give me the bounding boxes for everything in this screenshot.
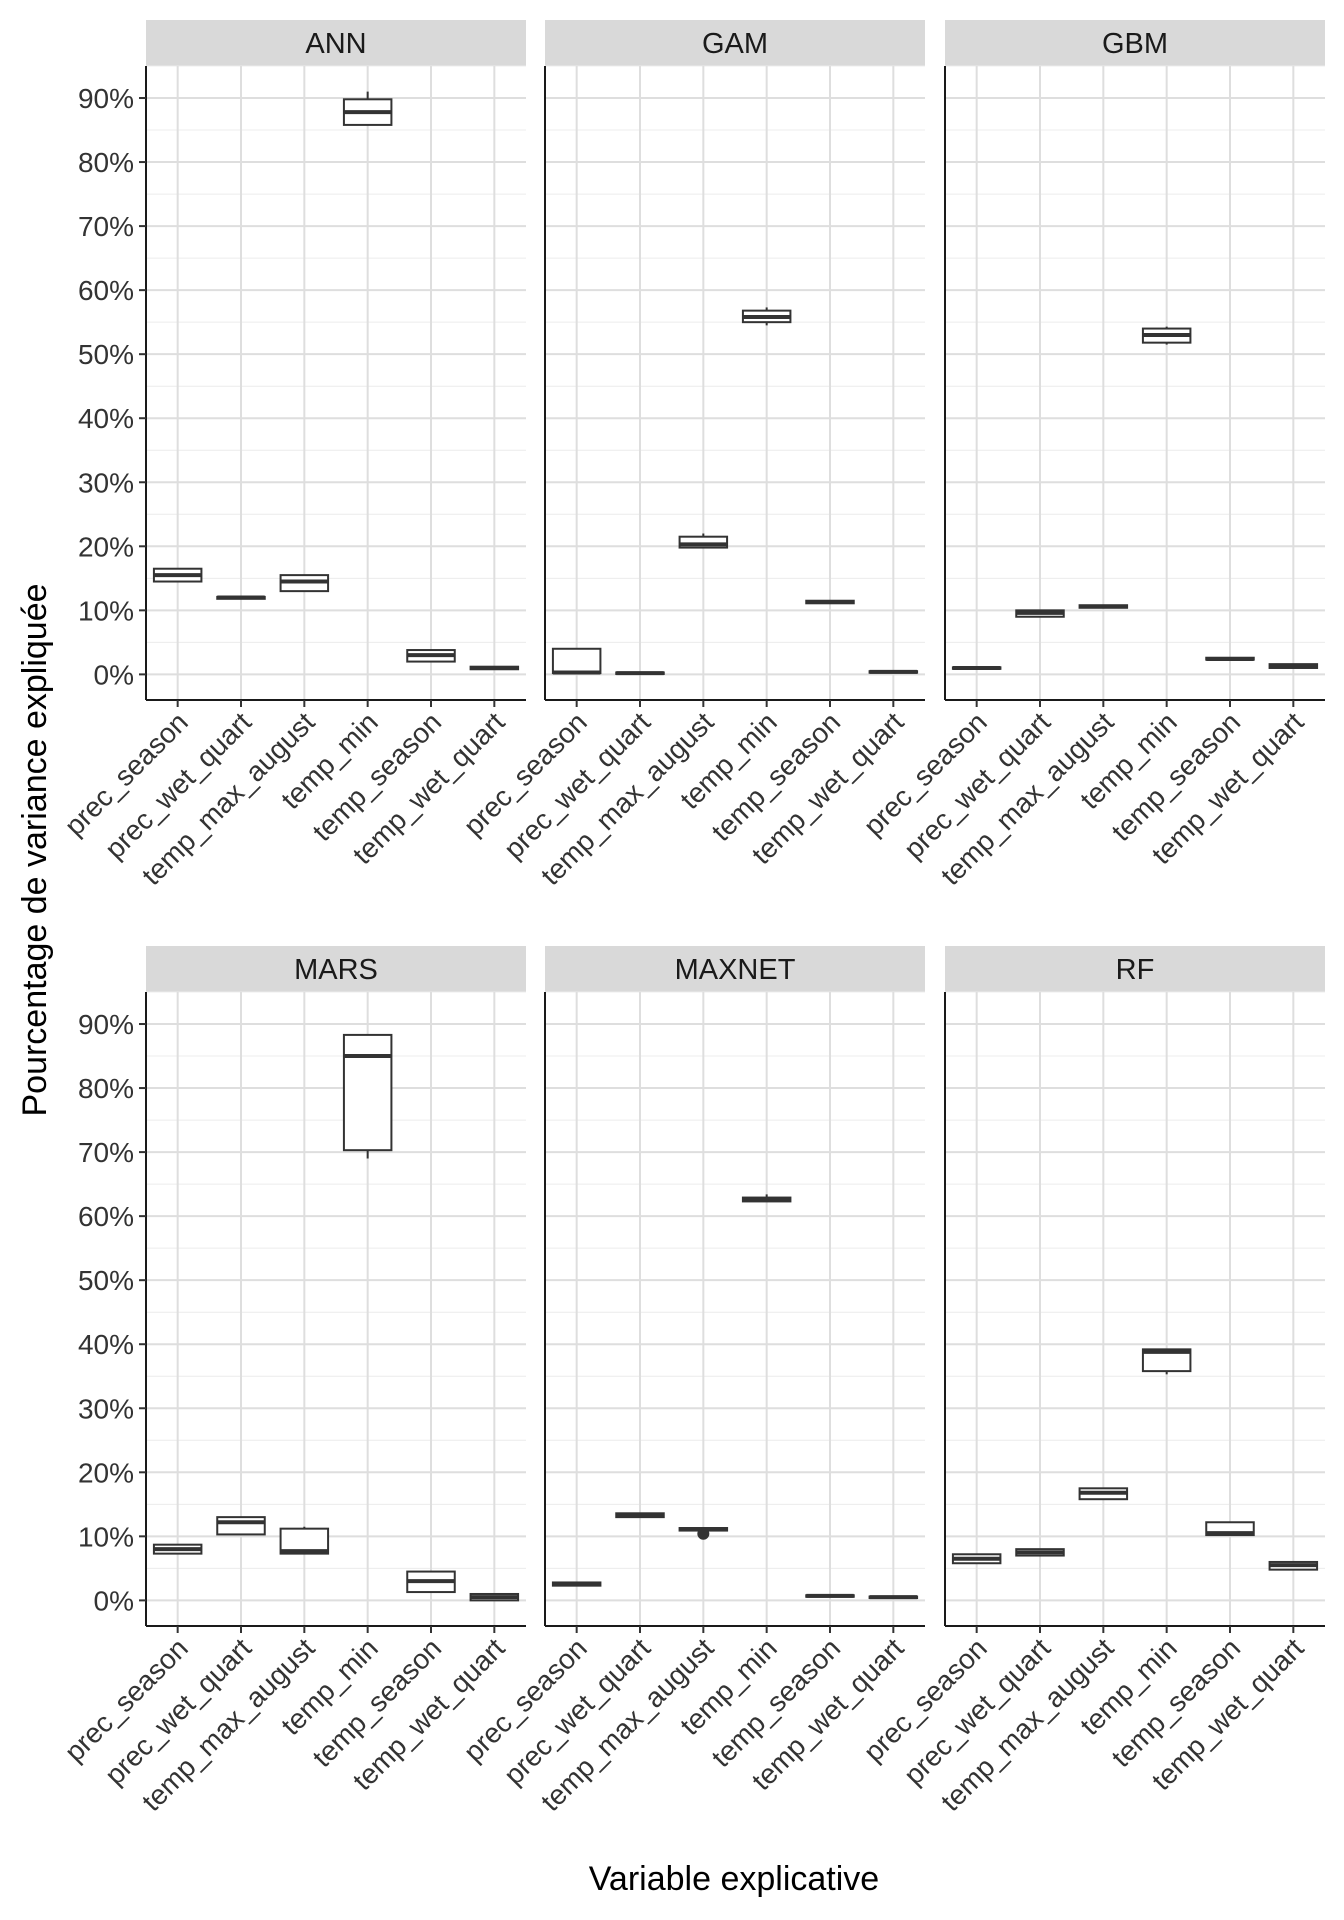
y-tick-label: 80% xyxy=(78,1073,134,1104)
box-temp-wet-quart xyxy=(1268,663,1319,669)
facet-strip xyxy=(146,946,526,992)
box-temp-min xyxy=(1141,326,1192,345)
y-tick-label: 70% xyxy=(78,1137,134,1168)
box-temp-wet-quart xyxy=(868,1595,919,1600)
panel-background xyxy=(945,992,1325,1626)
box-prec-wet-quart xyxy=(1015,1548,1065,1557)
facet-strip-label: MARS xyxy=(294,954,378,986)
box-temp-min xyxy=(1141,1348,1192,1375)
box-temp-max-august xyxy=(279,1526,330,1555)
box-temp-wet-quart xyxy=(469,665,520,671)
facet-strip xyxy=(545,946,925,992)
y-tick-label: 20% xyxy=(78,531,134,562)
box-body xyxy=(216,1516,266,1536)
facet-panel-mars: MARS0%10%20%30%40%50%60%70%80%90%prec_se… xyxy=(59,946,526,1817)
box-prec-wet-quart xyxy=(216,595,266,600)
box-temp-season xyxy=(1205,1521,1255,1537)
box-body xyxy=(342,1033,393,1152)
y-tick-label: 90% xyxy=(78,83,134,114)
box-temp-wet-quart xyxy=(469,1592,520,1602)
y-tick-label: 50% xyxy=(78,339,134,370)
box-prec-season xyxy=(551,1581,602,1587)
box-prec-season xyxy=(551,647,602,675)
box-prec-season xyxy=(152,1543,203,1555)
facet-strip-label: ANN xyxy=(305,28,366,60)
box-temp-season xyxy=(1205,656,1255,662)
box-temp-season xyxy=(406,649,456,663)
box-temp-max-august xyxy=(1078,1487,1129,1501)
box-body xyxy=(1141,1348,1192,1373)
box-prec-season xyxy=(951,1553,1002,1565)
y-tick-label: 0% xyxy=(94,659,134,690)
panel-background xyxy=(945,66,1325,700)
facet-panel-rf: RFprec_seasonprec_wet_quarttemp_max_augu… xyxy=(858,946,1325,1817)
box-temp-max-august xyxy=(279,574,330,593)
facet-strip xyxy=(146,20,526,66)
box-prec-wet-quart xyxy=(1015,609,1065,618)
y-tick-label: 40% xyxy=(78,1329,134,1360)
box-temp-season xyxy=(805,599,855,605)
y-tick-label: 10% xyxy=(78,595,134,626)
y-tick-label: 50% xyxy=(78,1265,134,1296)
y-tick-label: 90% xyxy=(78,1009,134,1040)
box-temp-season xyxy=(805,1593,855,1598)
box-temp-wet-quart xyxy=(1268,1560,1319,1571)
y-tick-label: 10% xyxy=(78,1521,134,1552)
box-prec-wet-quart xyxy=(615,1512,665,1519)
y-tick-label: 80% xyxy=(78,147,134,178)
facet-strip-label: MAXNET xyxy=(675,954,796,986)
box-temp-max-august xyxy=(678,1527,729,1540)
facet-strip xyxy=(945,946,1325,992)
y-axis-title: Pourcentage de variance expliquée xyxy=(16,583,54,1116)
box-prec-season xyxy=(152,567,203,583)
y-tick-label: 60% xyxy=(78,1201,134,1232)
box-temp-wet-quart xyxy=(868,669,919,674)
panel-background xyxy=(146,66,526,700)
facet-strip-label: GAM xyxy=(702,28,768,60)
y-tick-label: 70% xyxy=(78,211,134,242)
facet-panel-ann: ANN0%10%20%30%40%50%60%70%80%90%prec_sea… xyxy=(59,20,526,891)
panel-background xyxy=(545,992,925,1626)
y-tick-label: 60% xyxy=(78,275,134,306)
y-tick-label: 0% xyxy=(94,1585,134,1616)
facet-strip-label: RF xyxy=(1116,954,1155,986)
panel-background xyxy=(545,66,925,700)
box-temp-min xyxy=(741,307,792,326)
facet-strip-label: GBM xyxy=(1102,28,1168,60)
facet-strip xyxy=(545,20,925,66)
box-temp-min xyxy=(342,1033,393,1159)
y-tick-label: 30% xyxy=(78,1393,134,1424)
box-body xyxy=(551,647,602,675)
facet-strip xyxy=(945,20,1325,66)
x-axis-title: Variable explicative xyxy=(589,1860,879,1898)
box-temp-min xyxy=(342,91,393,126)
box-temp-max-august xyxy=(678,533,729,549)
box-outlier xyxy=(697,1527,710,1540)
box-body xyxy=(678,535,729,549)
box-temp-min xyxy=(741,1194,792,1203)
box-temp-season xyxy=(406,1570,456,1594)
facet-panel-gam: GAMprec_seasonprec_wet_quarttemp_max_aug… xyxy=(458,20,925,891)
y-tick-label: 30% xyxy=(78,467,134,498)
y-tick-label: 20% xyxy=(78,1457,134,1488)
box-prec-wet-quart xyxy=(615,671,665,676)
facet-panel-gbm: GBMprec_seasonprec_wet_quarttemp_max_aug… xyxy=(858,20,1325,891)
facet-panel-maxnet: MAXNETprec_seasonprec_wet_quarttemp_max_… xyxy=(458,946,925,1817)
box-prec-season xyxy=(951,665,1002,670)
y-tick-label: 40% xyxy=(78,403,134,434)
box-prec-wet-quart xyxy=(216,1516,266,1536)
panel-background xyxy=(146,992,526,1626)
box-temp-max-august xyxy=(1078,604,1129,609)
